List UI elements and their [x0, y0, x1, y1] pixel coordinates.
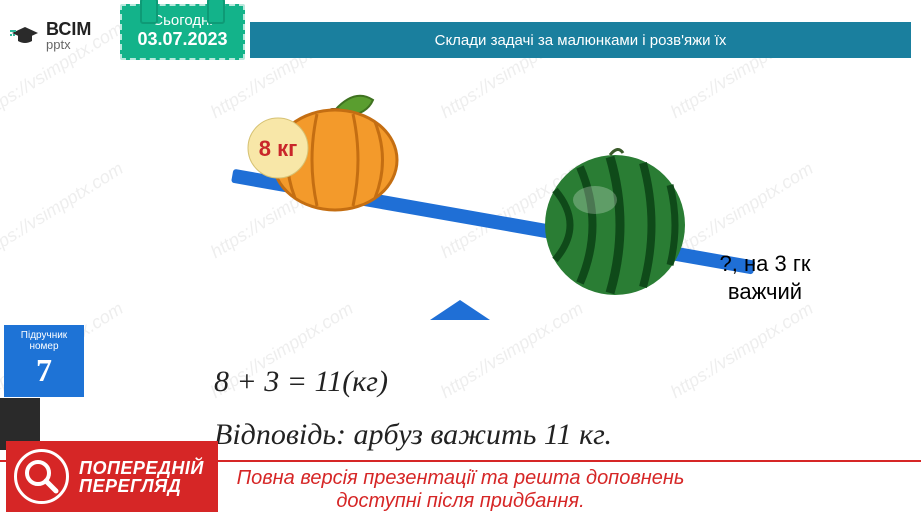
header-bar: Склади задачі за малюнками і розв'яжи їх: [250, 22, 911, 58]
pumpkin-weight-text: 8 кг: [259, 136, 298, 161]
footer-line2: доступні після придбання.: [237, 490, 685, 513]
watermelon: [545, 149, 685, 295]
pumpkin-weight-badge: 8 кг: [248, 118, 308, 178]
caption-line2: важчий: [680, 278, 850, 306]
footer-text: Повна версія презентації та решта доповн…: [237, 467, 685, 513]
preview-line1: ПОПЕРЕДНІЙ: [79, 459, 204, 477]
date-label: Сьогодні: [126, 12, 239, 29]
preview-badge: ПОПЕРЕДНІЙ ПЕРЕГЛЯД: [6, 441, 218, 512]
logo-line2: pptx: [46, 38, 91, 51]
slide: https://vsimpptx.com https://vsimpptx.co…: [0, 0, 921, 518]
date-value: 03.07.2023: [126, 29, 239, 50]
book-tab-line1: Підручник: [6, 330, 82, 341]
equation: 8 + 3 = 11(кг): [214, 365, 388, 399]
answer-text: Відповідь: арбуз важить 11 кг.: [214, 418, 612, 452]
magnifier-icon: [14, 449, 69, 504]
textbook-number-tab: Підручник номер 7: [4, 325, 84, 397]
caption-line1: ?, на 3 гк: [680, 250, 850, 278]
watermark: https://vsimpptx.com: [0, 158, 127, 263]
book-tab-line2: номер: [6, 341, 82, 352]
logo-icon: [10, 21, 40, 51]
date-tag: Сьогодні 03.07.2023: [120, 4, 245, 60]
header-text: Склади задачі за малюнками і розв'яжи їх: [435, 32, 727, 49]
preview-line2: ПЕРЕГЛЯД: [79, 477, 204, 495]
book-tab-number: 7: [6, 352, 82, 389]
logo-text: ВСІМ pptx: [46, 20, 91, 51]
logo: ВСІМ pptx: [10, 20, 91, 51]
footer-line1: Повна версія презентації та решта доповн…: [237, 467, 685, 490]
watermelon-caption: ?, на 3 гк важчий: [680, 250, 850, 305]
preview-badge-text: ПОПЕРЕДНІЙ ПЕРЕГЛЯД: [79, 459, 204, 495]
seesaw-fulcrum: [430, 300, 490, 320]
logo-line1: ВСІМ: [46, 20, 91, 38]
